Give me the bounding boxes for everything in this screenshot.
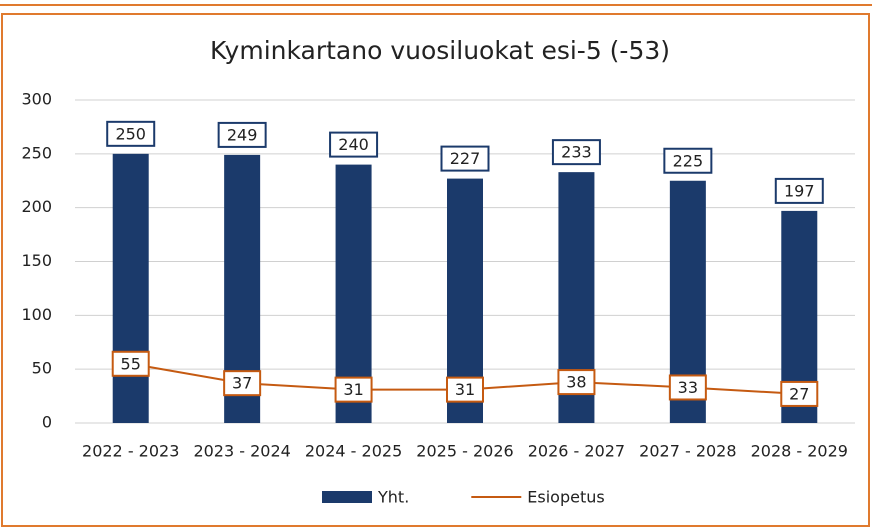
data-label: 33 [678, 378, 698, 397]
y-tick-label: 50 [32, 359, 52, 378]
data-label: 27 [789, 384, 809, 403]
data-label-box [551, 139, 601, 166]
data-label: 250 [115, 124, 146, 143]
data-label-box [440, 145, 490, 172]
y-tick-label: 150 [21, 251, 52, 270]
data-label: 31 [343, 380, 363, 399]
data-label-box [446, 376, 484, 403]
data-label: 55 [121, 354, 141, 373]
legend-label: Esiopetus [527, 488, 604, 507]
x-tick-label: 2025 - 2026 [416, 442, 513, 461]
data-label: 240 [338, 135, 369, 154]
data-label: 227 [450, 149, 481, 168]
data-label: 38 [566, 373, 586, 392]
data-label-box [111, 350, 150, 377]
data-label: 197 [784, 181, 815, 200]
legend-swatch [322, 491, 372, 503]
x-tick-label: 2024 - 2025 [305, 442, 402, 461]
y-tick-label: 0 [42, 413, 52, 432]
data-label-box [106, 120, 156, 147]
data-label: 37 [232, 374, 252, 393]
data-label: 225 [673, 151, 704, 170]
x-tick-label: 2022 - 2023 [82, 442, 179, 461]
x-tick-label: 2023 - 2024 [193, 442, 290, 461]
data-label-box [774, 177, 824, 204]
x-tick-label: 2026 - 2027 [528, 442, 625, 461]
data-label-box [557, 369, 596, 396]
data-label-box [329, 131, 379, 158]
data-label-box [217, 121, 267, 148]
data-label-box [223, 370, 262, 397]
data-label: 249 [227, 125, 258, 144]
data-label-box [780, 380, 819, 407]
x-tick-label: 2028 - 2029 [751, 442, 848, 461]
data-label: 31 [455, 380, 475, 399]
y-tick-label: 250 [21, 143, 52, 162]
chart-title: Kyminkartano vuosiluokat esi-5 (-53) [210, 36, 670, 65]
y-tick-label: 300 [21, 90, 52, 109]
data-label-box [663, 147, 713, 174]
legend-label: Yht. [377, 488, 409, 507]
bar [112, 153, 149, 424]
data-label-box [668, 374, 707, 401]
y-tick-label: 200 [21, 197, 52, 216]
x-tick-label: 2027 - 2028 [639, 442, 736, 461]
data-label: 233 [561, 143, 592, 162]
data-label-box [334, 376, 373, 403]
y-tick-label: 100 [21, 305, 52, 324]
